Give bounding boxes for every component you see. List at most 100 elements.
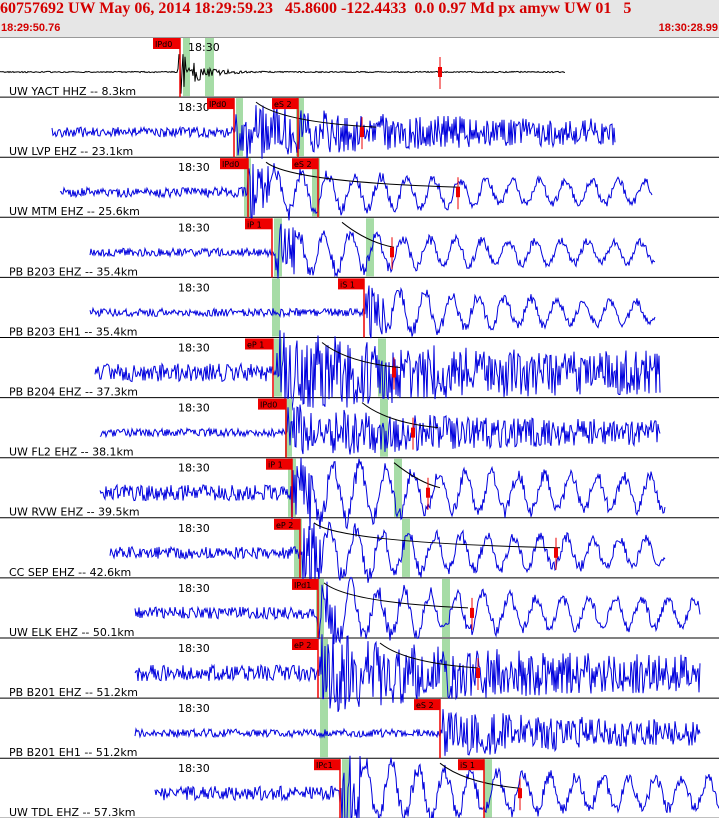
minute-tick-label: 18:30: [178, 462, 210, 475]
pick-window: [236, 98, 243, 157]
station-label: PB B201 EHZ -- 51.2km: [9, 686, 138, 699]
waveform-trace: [154, 755, 719, 818]
station-label: UW MTM EHZ -- 25.6km: [9, 205, 140, 218]
waveform-trace: [109, 521, 666, 589]
s-pick-label: eS 2: [416, 701, 434, 710]
station-label: UW FL2 EHZ -- 38.1km: [9, 446, 134, 459]
amplitude-marker: [360, 127, 364, 138]
p-pick-flag: [245, 338, 273, 350]
s-pick-label: eS 2: [274, 100, 292, 109]
station-label: PB B204 EHZ -- 37.3km: [9, 386, 138, 399]
coda-curve: [341, 221, 395, 248]
p-pick-label: eP 1: [247, 341, 264, 350]
start-time-label: 18:29:50.76: [1, 22, 61, 34]
end-time-label: 18:30:28.99: [658, 22, 718, 34]
coda-curve: [361, 402, 439, 429]
amplitude-marker: [438, 67, 442, 77]
s-pick-flag: [338, 278, 364, 290]
waveform-trace: [89, 223, 656, 279]
amplitude-marker: [456, 187, 460, 198]
p-pick-flag: [292, 639, 318, 650]
pick-window: [484, 759, 492, 818]
coda-curve: [321, 342, 401, 368]
p-pick-flag: [153, 38, 180, 49]
amplitude-marker: [411, 427, 415, 438]
amplitude-marker: [518, 788, 522, 799]
waveform-trace: [59, 163, 653, 222]
minute-tick-label: 18:30: [178, 101, 210, 114]
event-title: 60757692 UW May 06, 2014 18:29:59.23 45.…: [0, 0, 632, 17]
seismogram-plot: 18:30 IPd0 UW YACT HHZ -- 8.3km 18:30 IPd0 eS…: [0, 38, 719, 818]
minute-tick-label: 18:30: [178, 402, 210, 415]
waveform-trace: [134, 709, 701, 756]
pick-window: [272, 278, 280, 337]
station-label: UW LVP EHZ -- 23.1km: [9, 145, 133, 158]
coda-curve: [379, 642, 479, 669]
coda-curve: [313, 522, 561, 549]
p-pick-label: IPd0: [222, 160, 239, 169]
station-label: CC SEP EHZ -- 42.6km: [9, 566, 131, 579]
s-pick-flag: [292, 158, 318, 170]
pick-window: [316, 578, 324, 637]
amplitude-marker: [390, 247, 394, 258]
minute-tick-label: 18:30: [178, 161, 210, 174]
coda-curve: [323, 582, 469, 609]
pick-window: [274, 218, 282, 277]
station-label: UW YACT HHZ -- 8.3km: [9, 85, 136, 98]
p-pick-label: IPc1: [316, 761, 333, 770]
coda-curve: [393, 462, 441, 489]
minute-tick-label: 18:30: [178, 281, 210, 294]
amplitude-marker: [426, 487, 430, 498]
station-label: UW RVW EHZ -- 39.5km: [9, 506, 140, 519]
p-pick-flag: [274, 518, 300, 530]
s-pick-flag: [414, 699, 440, 711]
pick-window: [294, 518, 302, 577]
p-pick-flag: [245, 218, 272, 230]
amplitude-marker: [470, 607, 474, 618]
s-pick-flag: [272, 98, 298, 110]
p-pick-label: IPd0: [155, 40, 172, 49]
p-pick-label: IPd0: [260, 401, 277, 410]
waveform-trace: [94, 330, 661, 413]
p-pick-flag: [207, 98, 234, 110]
pick-window: [442, 578, 450, 637]
p-pick-flag: [266, 458, 292, 470]
pick-window: [402, 518, 410, 577]
coda-curve: [439, 762, 521, 789]
p-pick-label: iP 1: [247, 220, 262, 229]
coda-curve: [265, 161, 461, 188]
minute-tick-label: 18:30: [188, 41, 220, 54]
pick-window: [320, 699, 328, 758]
amplitude-marker: [554, 547, 558, 558]
s-pick-label: iS 1: [340, 280, 355, 289]
waveform-trace: [99, 457, 666, 531]
waveform-trace: [0, 54, 565, 94]
p-pick-label: eP 2: [276, 521, 293, 530]
p-pick-flag: [314, 759, 340, 771]
pick-window: [312, 158, 320, 217]
minute-tick-label: 18:30: [178, 762, 210, 775]
waveform-trace: [89, 285, 656, 339]
event-header: 60757692 UW May 06, 2014 18:29:59.23 45.…: [0, 0, 719, 38]
pick-window: [205, 38, 214, 97]
waveform-trace: [99, 404, 661, 455]
minute-tick-label: 18:30: [178, 642, 210, 655]
waveform-trace: [134, 634, 701, 712]
pick-window: [394, 458, 402, 517]
minute-tick-label: 18:30: [178, 582, 210, 595]
pick-window: [285, 398, 292, 457]
s-pick-label: iS 1: [460, 761, 475, 770]
waveform-trace: [51, 105, 616, 162]
p-pick-label: iP 1: [268, 461, 283, 470]
amplitude-marker: [476, 668, 480, 678]
station-label: UW TDL EHZ -- 57.3km: [9, 806, 136, 818]
pick-window: [366, 218, 374, 277]
s-pick-label: eS 2: [294, 160, 312, 169]
pick-window: [183, 38, 190, 97]
station-label: PB B203 EH1 -- 35.4km: [9, 325, 137, 338]
minute-tick-label: 18:30: [178, 221, 210, 234]
amplitude-marker: [392, 367, 396, 378]
p-pick-label: eP 2: [294, 641, 311, 650]
p-pick-label: IPd1: [294, 581, 311, 590]
station-label: PB B201 EH1 -- 51.2km: [9, 746, 137, 759]
